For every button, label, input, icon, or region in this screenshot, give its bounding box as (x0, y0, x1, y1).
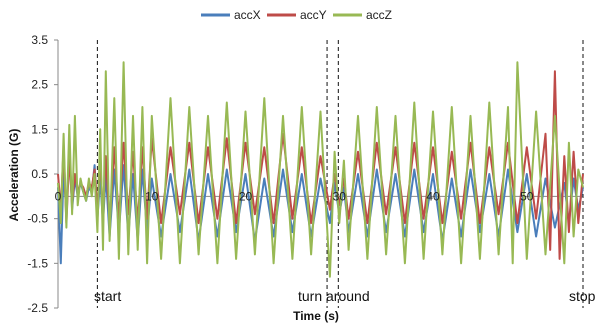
legend-label-accx: accX (234, 8, 261, 22)
x-tick-label: 20 (239, 189, 253, 203)
y-tick-label: -0.5 (27, 212, 48, 226)
x-tick-label: 30 (333, 189, 347, 203)
series-line-accz (57, 61, 584, 278)
y-tick-label: -2.5 (27, 301, 48, 315)
x-axis-title: Time (s) (293, 309, 339, 323)
legend-label-accz: accZ (366, 8, 392, 22)
x-tick-label: 50 (520, 189, 534, 203)
x-tick-label: 40 (426, 189, 440, 203)
legend: accX accY accZ (201, 8, 392, 22)
x-tick-label: 0 (55, 189, 62, 203)
y-tick-label: -1.5 (27, 256, 48, 270)
annotation-start: start (94, 288, 121, 304)
legend-label-accy: accY (300, 8, 327, 22)
x-tick-label: 10 (145, 189, 159, 203)
annotation-turn-around: turn around (298, 288, 370, 304)
annotation-stop: stop (569, 288, 596, 304)
y-tick-label: 1.5 (31, 122, 48, 136)
y-axis-title: Acceleration (G) (7, 129, 21, 222)
y-tick-label: 2.5 (31, 78, 48, 92)
plot-area: -2.5 -1.5 -0.5 0.5 1.5 2.5 3.5 0 10 20 30 40 50 (27, 33, 584, 315)
y-tick-label: 0.5 (31, 167, 48, 181)
y-tick-label: 3.5 (31, 33, 48, 47)
